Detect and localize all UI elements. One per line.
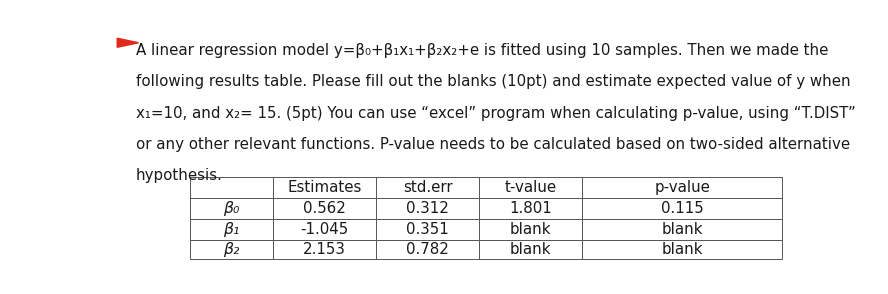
Bar [583,198,782,219]
Text: -1.045: -1.045 [300,222,348,237]
Text: Estimates: Estimates [287,180,361,195]
Text: 0.782: 0.782 [406,242,449,257]
Bar [190,177,273,198]
Text: std.err: std.err [403,180,452,195]
Text: blank: blank [510,222,551,237]
Bar [583,219,782,240]
Text: 1.801: 1.801 [510,201,552,216]
Text: A linear regression model y=β₀+β₁x₁+β₂x₂+e is fitted using 10 samples. Then we m: A linear regression model y=β₀+β₁x₁+β₂x₂… [136,43,829,58]
Text: following results table. Please fill out the blanks (10pt) and estimate expected: following results table. Please fill out… [136,74,851,89]
Text: t-value: t-value [504,180,557,195]
Text: hypothesis.: hypothesis. [136,168,223,183]
Bar [273,240,376,259]
Bar [190,219,273,240]
Bar [190,240,273,259]
Bar [376,240,480,259]
Bar [376,219,480,240]
Bar [480,177,583,198]
Bar [376,198,480,219]
Text: blank: blank [662,222,703,237]
Text: β₂: β₂ [223,242,240,257]
Bar [273,177,376,198]
Bar [190,198,273,219]
Text: 0.351: 0.351 [406,222,449,237]
Bar [480,240,583,259]
Text: p-value: p-value [654,180,710,195]
Text: blank: blank [510,242,551,257]
Text: blank: blank [662,242,703,257]
Text: β₁: β₁ [223,222,240,237]
Text: x₁=10, and x₂= 15. (5pt) You can use “excel” program when calculating p-value, u: x₁=10, and x₂= 15. (5pt) You can use “ex… [136,106,855,121]
Polygon shape [117,38,139,47]
Text: or any other relevant functions. P-value needs to be calculated based on two-sid: or any other relevant functions. P-value… [136,137,850,152]
Bar [583,240,782,259]
Bar [480,198,583,219]
Text: 0.562: 0.562 [303,201,345,216]
Bar [273,198,376,219]
Bar [376,177,480,198]
Text: 0.115: 0.115 [661,201,703,216]
Bar [273,219,376,240]
Text: 0.312: 0.312 [406,201,449,216]
Text: β₀: β₀ [223,201,240,216]
Bar [583,177,782,198]
Bar [480,219,583,240]
Text: 2.153: 2.153 [303,242,345,257]
